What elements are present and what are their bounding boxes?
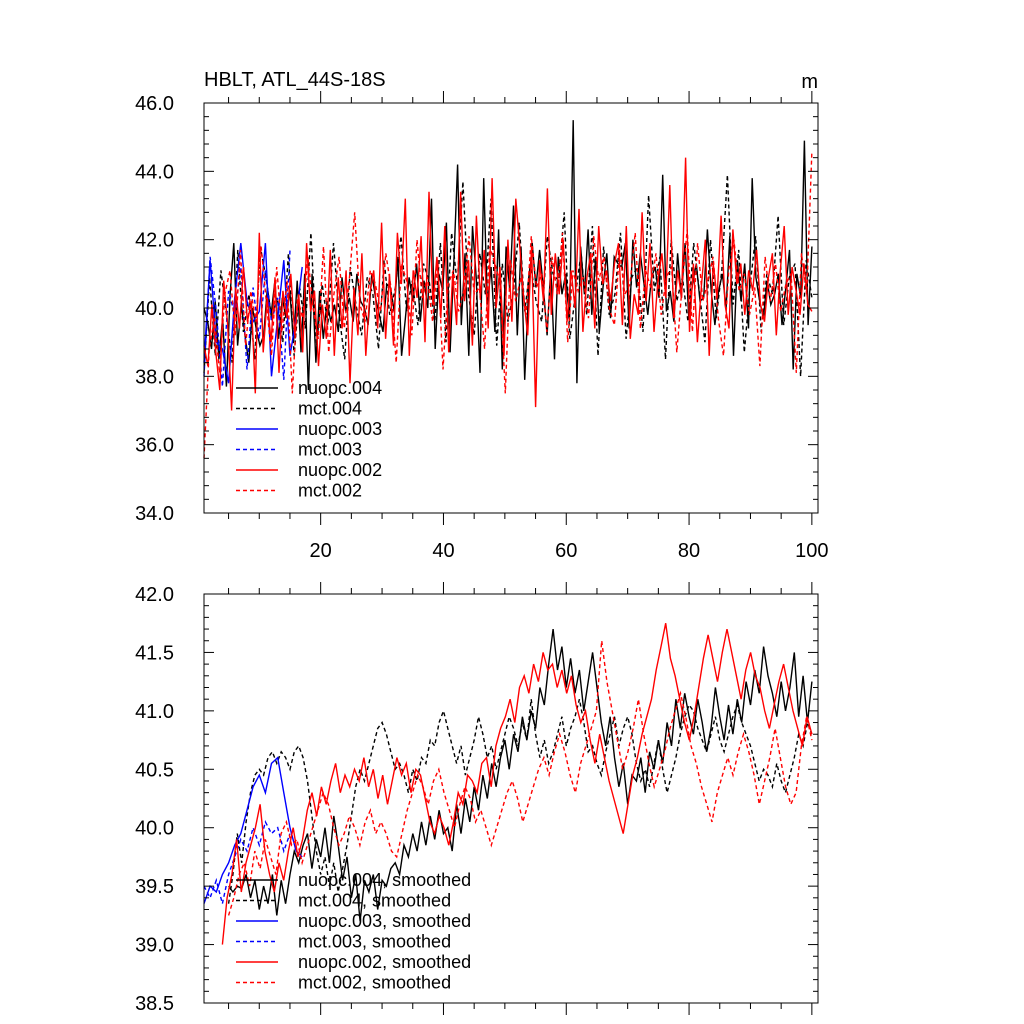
legend-label: nuopc.004: [298, 378, 382, 398]
x-tick-label: 20: [310, 540, 332, 562]
y-tick-label: 41.0: [135, 701, 174, 723]
y-tick-label: 38.0: [135, 366, 174, 388]
series-line-mct-004: [203, 174, 813, 377]
x-tick-label: 100: [795, 540, 828, 562]
top-panel: HBLT, ATL_44S-18S m 34.0 36.0 38.0 40.0 42.0…: [135, 69, 828, 562]
y-tick-label: 36.0: [135, 435, 174, 457]
top-axes: 34.0 36.0 38.0 40.0 42.0 44.0 46.0 20 40 60 80 100: [135, 91, 829, 562]
top-plot-frame: [203, 102, 819, 514]
y-tick-label: 41.5: [135, 642, 174, 664]
top-panel-units: m: [801, 71, 818, 93]
y-tick-label: 34.0: [135, 503, 174, 525]
series-line-mct-002: [203, 150, 813, 459]
legend-label: nuopc.004, smoothed: [298, 870, 471, 890]
legend-label: nuopc.002, smoothed: [298, 952, 471, 972]
y-tick-label: 38.5: [135, 993, 174, 1015]
series-line-mct-002-smoothed: [227, 640, 813, 916]
legend-label: mct.002: [298, 481, 362, 501]
y-tick-label: 42.0: [135, 584, 174, 606]
legend-label: mct.004: [298, 399, 362, 419]
legend-label: mct.003: [298, 440, 362, 460]
series-line-nuopc-002-smoothed: [221, 623, 813, 945]
y-tick-label: 40.0: [135, 818, 174, 840]
legend-label: nuopc.002: [298, 460, 382, 480]
x-tick-label: 80: [678, 540, 700, 562]
legend-label: mct.002, smoothed: [298, 973, 451, 993]
bottom-panel: 38.5 39.0 39.5 40.0 40.5 41.0 41.5 42.0 nuopc.0…: [135, 582, 819, 1015]
y-tick-label: 46.0: [135, 93, 174, 115]
legend-label: mct.004, smoothed: [298, 891, 451, 911]
y-tick-label: 42.0: [135, 230, 174, 252]
x-tick-label: 40: [432, 540, 454, 562]
top-legend: nuopc.004mct.004nuopc.003mct.003nuopc.00…: [236, 378, 382, 501]
series-line-nuopc-003-smoothed: [203, 756, 303, 904]
y-tick-label: 40.0: [135, 298, 174, 320]
series-line-mct-003-smoothed: [203, 819, 291, 904]
top-panel-title: HBLT, ATL_44S-18S: [204, 69, 386, 91]
series-line-nuopc-004-smoothed: [228, 629, 813, 922]
legend-label: nuopc.003, smoothed: [298, 911, 471, 931]
top-series-group: [203, 120, 813, 459]
y-tick-label: 39.5: [135, 876, 174, 898]
x-tick-label: 60: [555, 540, 577, 562]
bottom-axes: 38.5 39.0 39.5 40.0 40.5 41.0 41.5 42.0: [135, 582, 818, 1015]
bottom-plot-frame: [203, 593, 819, 1004]
legend-label: nuopc.003: [298, 419, 382, 439]
y-tick-label: 44.0: [135, 161, 174, 183]
y-tick-label: 39.0: [135, 935, 174, 957]
bottom-series-group: [203, 623, 813, 945]
legend-label: mct.003, smoothed: [298, 932, 451, 952]
y-tick-label: 40.5: [135, 759, 174, 781]
